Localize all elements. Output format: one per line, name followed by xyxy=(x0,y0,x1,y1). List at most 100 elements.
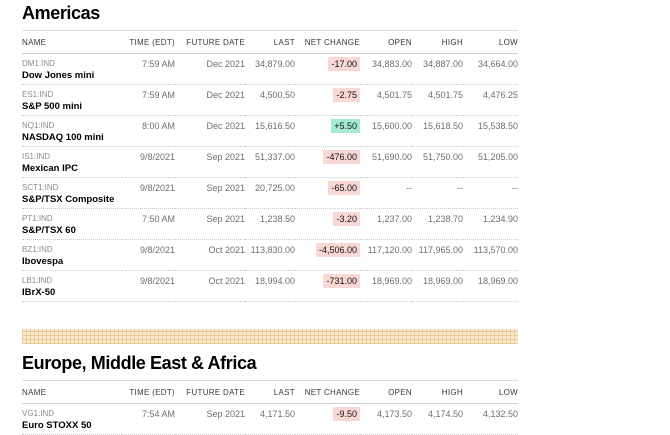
time-cell: 9/8/2021 xyxy=(122,239,175,271)
column-header: LAST xyxy=(245,381,295,404)
security-name[interactable]: S&P/TSX 60 xyxy=(22,225,76,236)
table-row[interactable]: SCT1:IND S&P/TSX Composite 9/8/2021 Sep … xyxy=(22,177,518,209)
net-change-cell: -4,506.00 xyxy=(295,239,360,271)
table-row[interactable]: BZ1:IND Ibovespa 9/8/2021 Oct 2021 113,8… xyxy=(22,239,518,271)
table-row[interactable]: DM1:IND Dow Jones mini 7:59 AM Dec 2021 … xyxy=(22,53,518,85)
net-change-cell: -17.00 xyxy=(295,53,360,85)
net-change-cell: -9.50 xyxy=(295,403,360,435)
open-cell: 1,237.00 xyxy=(360,208,412,240)
net-change-badge: -65.00 xyxy=(328,181,360,195)
open-cell: 117,120.00 xyxy=(360,239,412,271)
section-title: Europe, Middle East & Africa xyxy=(22,353,257,373)
future-date-cell: Sep 2021 xyxy=(175,146,245,178)
table-header-row: NAME TIME (EDT) FUTURE DATE LAST NET CHANGE O… xyxy=(22,31,518,54)
name-cell[interactable]: DM1:IND Dow Jones mini xyxy=(22,53,122,85)
name-cell[interactable]: NQ1:IND NASDAQ 100 mini xyxy=(22,115,122,147)
future-date-cell: Dec 2021 xyxy=(175,84,245,116)
security-name[interactable]: NASDAQ 100 mini xyxy=(22,132,104,143)
name-cell[interactable]: LB1:IND IBrX-50 xyxy=(22,270,122,302)
name-cell[interactable]: IS1:IND Mexican IPC xyxy=(22,146,122,178)
low-cell: 4,476.25 xyxy=(463,84,518,116)
column-header: NAME xyxy=(22,31,122,54)
low-cell: 34,664.00 xyxy=(463,53,518,85)
low-cell: 4,132.50 xyxy=(463,403,518,435)
open-cell: 15,600.00 xyxy=(360,115,412,147)
low-cell: 1,234.90 xyxy=(463,208,518,240)
low-cell: 18,969.00 xyxy=(463,270,518,302)
low-cell: -- xyxy=(463,177,518,209)
ticker-symbol[interactable]: NQ1:IND xyxy=(22,121,55,130)
net-change-badge: -17.00 xyxy=(328,57,360,71)
high-cell: 4,501.75 xyxy=(412,84,463,116)
column-header: HIGH xyxy=(412,31,463,54)
name-cell[interactable]: SCT1:IND S&P/TSX Composite xyxy=(22,177,122,209)
ticker-symbol[interactable]: BZ1:IND xyxy=(22,245,53,254)
section-title: Americas xyxy=(22,3,100,23)
name-cell[interactable]: VG1:IND Euro STOXX 50 xyxy=(22,403,122,435)
name-cell[interactable]: BZ1:IND Ibovespa xyxy=(22,239,122,271)
future-date-cell: Oct 2021 xyxy=(175,270,245,302)
column-header: HIGH xyxy=(412,381,463,404)
column-header: TIME (EDT) xyxy=(122,31,175,54)
column-header: OPEN xyxy=(360,381,412,404)
last-cell: 20,725.00 xyxy=(245,177,295,209)
high-cell: 117,965.00 xyxy=(412,239,463,271)
table-row[interactable]: IS1:IND Mexican IPC 9/8/2021 Sep 2021 51… xyxy=(22,146,518,178)
table-row[interactable]: ES1:IND S&P 500 mini 7:59 AM Dec 2021 4,… xyxy=(22,84,518,116)
security-name[interactable]: S&P/TSX Composite xyxy=(22,194,115,205)
net-change-cell: -476.00 xyxy=(295,146,360,178)
column-header: NAME xyxy=(22,381,122,404)
table-row[interactable]: VG1:IND Euro STOXX 50 7:54 AM Sep 2021 4… xyxy=(22,403,518,435)
security-name[interactable]: Euro STOXX 50 xyxy=(22,420,92,431)
ticker-symbol[interactable]: SCT1:IND xyxy=(22,183,59,192)
future-date-cell: Dec 2021 xyxy=(175,53,245,85)
low-cell: 113,570.00 xyxy=(463,239,518,271)
low-cell: 51,205.00 xyxy=(463,146,518,178)
security-name[interactable]: Ibovespa xyxy=(22,256,64,267)
low-cell: 15,538.50 xyxy=(463,115,518,147)
security-name[interactable]: IBrX-50 xyxy=(22,287,56,298)
name-cell[interactable]: PT1:IND S&P/TSX 60 xyxy=(22,208,122,240)
column-header: LAST xyxy=(245,31,295,54)
futures-table: NAME TIME (EDT) FUTURE DATE LAST NET CHANGE O… xyxy=(22,381,518,435)
open-cell: 4,173.50 xyxy=(360,403,412,435)
column-header: TIME (EDT) xyxy=(122,381,175,404)
security-name[interactable]: Mexican IPC xyxy=(22,163,78,174)
table-row[interactable]: LB1:IND IBrX-50 9/8/2021 Oct 2021 18,994… xyxy=(22,270,518,302)
last-cell: 51,337.00 xyxy=(245,146,295,178)
last-cell: 4,171.50 xyxy=(245,403,295,435)
table-row[interactable]: PT1:IND S&P/TSX 60 7:50 AM Sep 2021 1,23… xyxy=(22,208,518,240)
net-change-badge: -4,506.00 xyxy=(315,243,360,257)
section-title-rule xyxy=(22,30,518,31)
column-header: NET CHANGE xyxy=(295,31,360,54)
ticker-symbol[interactable]: ES1:IND xyxy=(22,90,54,99)
ticker-symbol[interactable]: LB1:IND xyxy=(22,276,53,285)
last-cell: 1,238.50 xyxy=(245,208,295,240)
time-cell: 7:50 AM xyxy=(122,208,175,240)
security-name[interactable]: S&P 500 mini xyxy=(22,101,83,112)
future-date-cell: Dec 2021 xyxy=(175,115,245,147)
net-change-badge: -2.75 xyxy=(333,88,360,102)
future-date-cell: Sep 2021 xyxy=(175,177,245,209)
net-change-cell: +5.50 xyxy=(295,115,360,147)
high-cell: 51,750.00 xyxy=(412,146,463,178)
name-cell[interactable]: ES1:IND S&P 500 mini xyxy=(22,84,122,116)
ticker-symbol[interactable]: PT1:IND xyxy=(22,214,53,223)
future-date-cell: Oct 2021 xyxy=(175,239,245,271)
high-cell: 1,238.70 xyxy=(412,208,463,240)
market-section: Europe, Middle East & Africa NAME TIME (E… xyxy=(22,353,518,435)
time-cell: 9/8/2021 xyxy=(122,270,175,302)
net-change-badge: -9.50 xyxy=(333,407,360,421)
time-cell: 7:59 AM xyxy=(122,53,175,85)
ticker-symbol[interactable]: DM1:IND xyxy=(22,59,55,68)
high-cell: 18,969.00 xyxy=(412,270,463,302)
time-cell: 7:54 AM xyxy=(122,403,175,435)
open-cell: -- xyxy=(360,177,412,209)
table-row[interactable]: NQ1:IND NASDAQ 100 mini 8:00 AM Dec 2021… xyxy=(22,115,518,147)
column-header: LOW xyxy=(463,31,518,54)
ticker-symbol[interactable]: IS1:IND xyxy=(22,152,51,161)
market-section: Americas NAME TIME (EDT) FUTURE DATE LAST NE… xyxy=(22,3,518,302)
net-change-cell: -2.75 xyxy=(295,84,360,116)
security-name[interactable]: Dow Jones mini xyxy=(22,70,95,81)
